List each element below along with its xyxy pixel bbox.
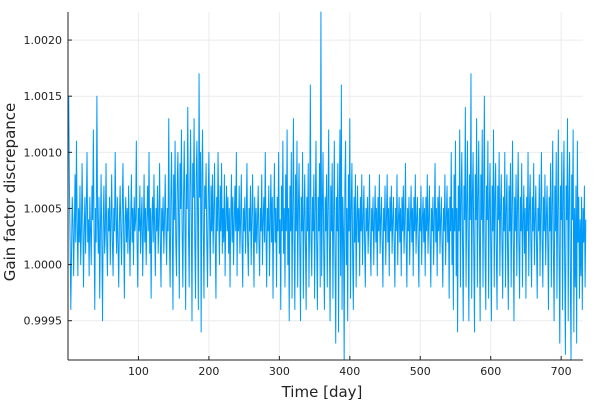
series-line (68, 11, 587, 361)
x-tick-label: 200 (198, 365, 219, 378)
x-tick-label: 500 (410, 365, 431, 378)
y-tick-label: 1.0010 (24, 146, 63, 159)
x-tick-label: 600 (480, 365, 501, 378)
x-tick-label: 100 (128, 365, 149, 378)
y-tick-label: 1.0020 (24, 34, 63, 47)
y-tick-label: 1.0005 (24, 202, 63, 215)
x-axis-title: Time [day] (281, 383, 363, 400)
x-axis-ticks: 100 200 300 400 500 600 700 (128, 356, 572, 378)
y-tick-label: 0.9995 (24, 315, 63, 328)
x-tick-label: 300 (269, 365, 290, 378)
x-tick-label: 700 (551, 365, 572, 378)
y-axis-title: Gain factor discrepance (1, 103, 19, 281)
y-axis-ticks: 0.9995 1.0000 1.0005 1.0010 1.0015 1.0020 (24, 34, 72, 328)
plot-background (68, 12, 583, 360)
y-tick-label: 1.0015 (24, 90, 63, 103)
x-tick-label: 400 (339, 365, 360, 378)
y-tick-label: 1.0000 (24, 259, 63, 272)
